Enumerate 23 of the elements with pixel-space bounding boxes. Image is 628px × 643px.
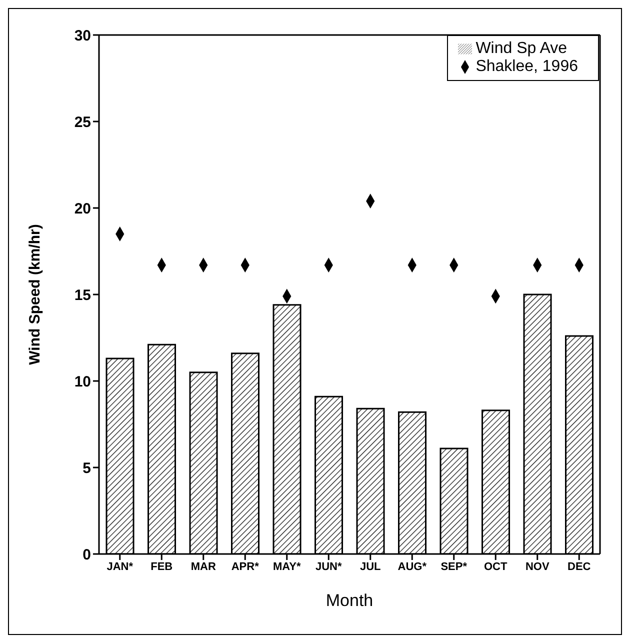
y-tick-label: 30 <box>74 27 91 44</box>
x-tick-label: JUL <box>360 560 382 573</box>
x-tick-label: MAY* <box>273 560 302 573</box>
y-tick-label: 10 <box>74 373 91 390</box>
x-tick-label: AUG* <box>398 560 428 573</box>
y-tick-label: 5 <box>82 460 91 477</box>
y-axis-title: Wind Speed (km/hr) <box>26 224 44 365</box>
y-tick-label: 0 <box>82 546 91 564</box>
x-tick-label: FEB <box>150 560 173 573</box>
x-tick-label: SEP* <box>440 560 468 573</box>
x-tick-label: APR* <box>231 560 260 573</box>
x-axis-title: Month <box>326 591 374 610</box>
x-tick-label: JAN* <box>106 560 134 573</box>
x-tick-label: DEC <box>568 560 591 573</box>
y-tick-label: 20 <box>74 200 91 218</box>
x-tick-label: NOV <box>525 560 550 573</box>
legend-label: Shaklee, 1996 <box>476 58 578 75</box>
y-tick-label: 15 <box>74 286 91 304</box>
y-tick-label: 25 <box>74 114 91 131</box>
x-tick-label: MAR <box>190 560 216 573</box>
x-tick-label: JUN* <box>315 560 342 573</box>
x-tick-label: OCT <box>484 560 508 573</box>
legend-label: Wind Sp Ave <box>476 40 567 57</box>
